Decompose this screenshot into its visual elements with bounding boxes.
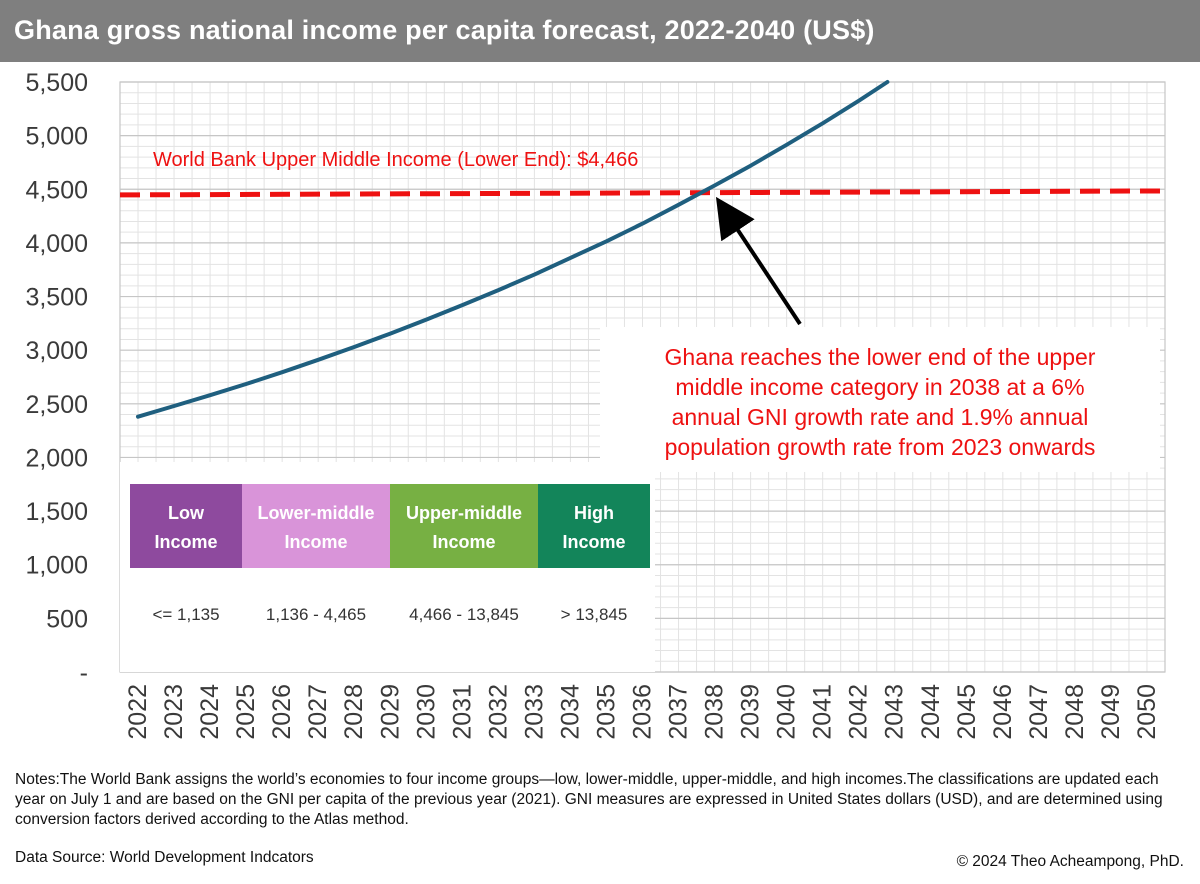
x-tick-label: 2047 bbox=[1025, 684, 1053, 740]
x-tick-label: 2050 bbox=[1133, 684, 1161, 740]
annotation-arrow bbox=[715, 196, 802, 326]
y-tick-label: 2,500 bbox=[25, 391, 88, 419]
x-tick-label: 2042 bbox=[845, 684, 873, 740]
x-tick-label: 2040 bbox=[773, 684, 801, 740]
x-axis: 2022 2023 2024 2025 2026 2027 2028 2029 2030 2031… bbox=[124, 684, 1161, 740]
annotation-line: middle income category in 2038 at a 6% bbox=[675, 374, 1084, 400]
y-tick-label: 500 bbox=[46, 605, 88, 633]
x-tick-label: 2038 bbox=[701, 684, 729, 740]
y-tick-label: 4,500 bbox=[25, 176, 88, 204]
x-tick-label: 2026 bbox=[268, 684, 296, 740]
title-bar: Ghana gross national income per capita f… bbox=[0, 0, 1200, 62]
x-tick-label: 2031 bbox=[448, 684, 476, 740]
income-group-name: Low bbox=[168, 503, 205, 523]
x-tick-label: 2046 bbox=[989, 684, 1017, 740]
annotation-box bbox=[600, 327, 1160, 472]
x-tick-label: 2041 bbox=[809, 684, 837, 740]
y-axis: - 500 1,000 1,500 2,000 2,500 3,000 3,500 4,000 4… bbox=[25, 69, 88, 687]
y-tick-label: 4,000 bbox=[25, 230, 88, 258]
x-tick-label: 2035 bbox=[592, 684, 620, 740]
annotation-line: population growth rate from 2023 onwards bbox=[665, 434, 1096, 460]
income-group-cell bbox=[242, 484, 390, 568]
income-group-range: 4,466 - 13,845 bbox=[409, 605, 519, 624]
income-group-name: Income bbox=[284, 532, 347, 552]
y-tick-label: 5,000 bbox=[25, 123, 88, 151]
x-tick-label: 2029 bbox=[376, 684, 404, 740]
x-tick-label: 2034 bbox=[556, 684, 584, 740]
threshold-label: World Bank Upper Middle Income (Lower En… bbox=[153, 149, 638, 171]
y-tick-label: 2,000 bbox=[25, 444, 88, 472]
income-group-name: Upper-middle bbox=[406, 503, 522, 523]
income-group-range: 1,136 - 4,465 bbox=[266, 605, 366, 624]
annotation-line: Ghana reaches the lower end of the upper bbox=[665, 344, 1096, 370]
annotation-text: Ghana reaches the lower end of the upper… bbox=[665, 344, 1096, 460]
income-group-name: High bbox=[574, 503, 614, 523]
y-tick-label: 5,500 bbox=[25, 69, 88, 97]
y-tick-label: 3,500 bbox=[25, 284, 88, 312]
income-group-cell bbox=[538, 484, 650, 568]
x-tick-label: 2045 bbox=[953, 684, 981, 740]
x-tick-label: 2039 bbox=[737, 684, 765, 740]
x-tick-label: 2048 bbox=[1061, 684, 1089, 740]
x-tick-label: 2024 bbox=[196, 684, 224, 740]
notes-text: Notes:The World Bank assigns the world’s… bbox=[15, 771, 1163, 828]
x-tick-label: 2032 bbox=[484, 684, 512, 740]
y-tick-label: 3,000 bbox=[25, 337, 88, 365]
x-tick-label: 2027 bbox=[304, 684, 332, 740]
chart: - 500 1,000 1,500 2,000 2,500 3,000 3,500 4,000 4… bbox=[25, 69, 1166, 740]
x-tick-label: 2036 bbox=[629, 684, 657, 740]
y-tick-label: 1,500 bbox=[25, 498, 88, 526]
y-tick-label: 1,000 bbox=[25, 552, 88, 580]
income-group-cell bbox=[390, 484, 538, 568]
chart-title: Ghana gross national income per capita f… bbox=[14, 15, 875, 45]
income-group-range: <= 1,135 bbox=[152, 605, 219, 624]
copyright: © 2024 Theo Acheampong, PhD. bbox=[956, 853, 1184, 870]
x-tick-label: 2030 bbox=[412, 684, 440, 740]
income-group-name: Income bbox=[432, 532, 495, 552]
x-tick-label: 2022 bbox=[124, 684, 152, 740]
income-group-range: > 13,845 bbox=[561, 605, 628, 624]
y-tick-label: - bbox=[80, 659, 88, 687]
upper-middle-threshold-line bbox=[119, 188, 1166, 198]
x-tick-label: 2049 bbox=[1097, 684, 1125, 740]
x-tick-label: 2044 bbox=[917, 684, 945, 740]
income-group-name: Lower-middle bbox=[257, 503, 374, 523]
income-group-name: Income bbox=[562, 532, 625, 552]
income-group-table: Low Income <= 1,135 Lower-middle Income 1,136… bbox=[120, 462, 655, 672]
income-group-name: Income bbox=[154, 532, 217, 552]
x-tick-label: 2023 bbox=[160, 684, 188, 740]
x-tick-label: 2033 bbox=[520, 684, 548, 740]
x-tick-label: 2028 bbox=[340, 684, 368, 740]
x-tick-label: 2043 bbox=[881, 684, 909, 740]
income-group-cell bbox=[130, 484, 242, 568]
series-line-gni bbox=[136, 80, 890, 419]
data-source: Data Source: World Development Indcators bbox=[15, 849, 314, 866]
annotation-line: annual GNI growth rate and 1.9% annual bbox=[672, 404, 1089, 430]
x-tick-label: 2025 bbox=[232, 684, 260, 740]
x-tick-label: 2037 bbox=[665, 684, 693, 740]
